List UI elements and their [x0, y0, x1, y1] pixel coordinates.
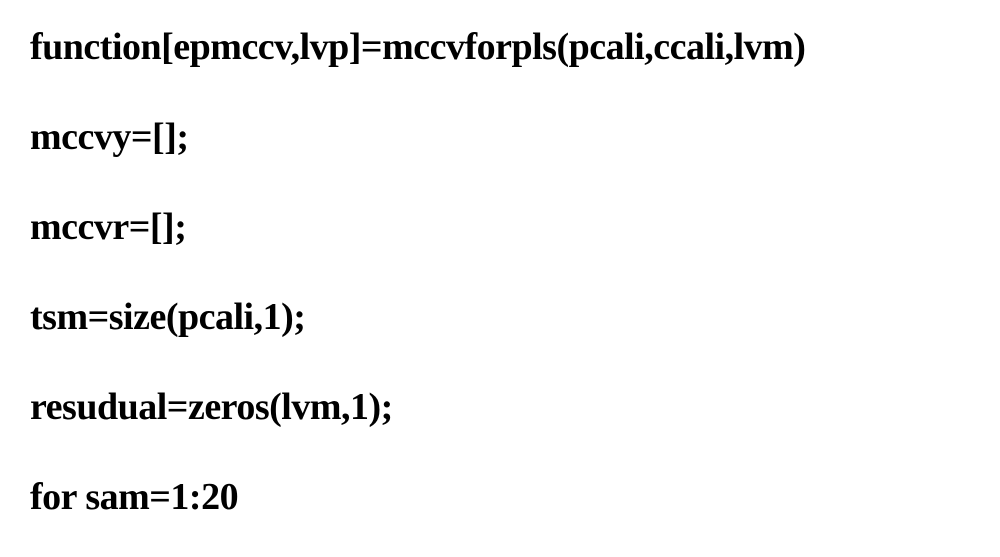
- code-line: mccvr=[];: [30, 208, 970, 246]
- code-line: mccvy=[];: [30, 118, 970, 156]
- code-line: resudual=zeros(lvm,1);: [30, 388, 970, 426]
- code-line: tsm=size(pcali,1);: [30, 298, 970, 336]
- code-line: for sam=1:20: [30, 478, 970, 516]
- code-block: function[epmccv,lvp]=mccvforpls(pcali,cc…: [0, 0, 1000, 526]
- code-line: function[epmccv,lvp]=mccvforpls(pcali,cc…: [30, 28, 970, 66]
